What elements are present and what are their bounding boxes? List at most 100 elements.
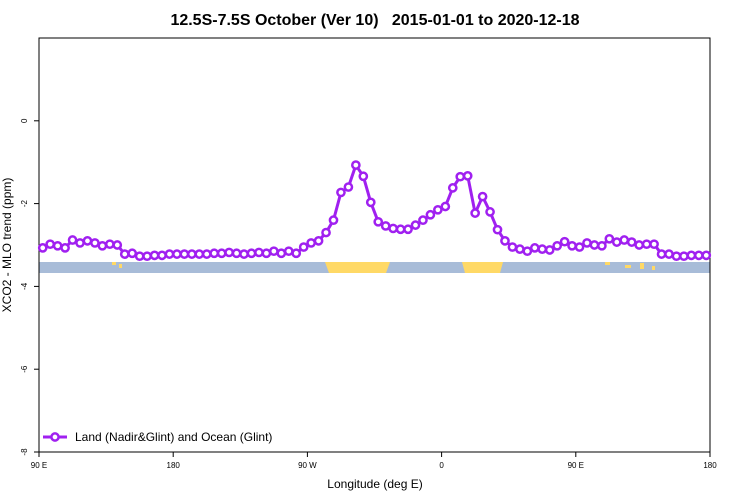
data-point: [239, 249, 249, 259]
legend-label: Land (Nadir&Glint) and Ocean (Glint): [75, 430, 272, 444]
y-tick-label: -6: [20, 365, 29, 373]
land-speck: [605, 262, 610, 265]
x-tick-label: 90 W: [298, 461, 317, 470]
data-point: [231, 248, 242, 259]
data-point: [321, 227, 331, 238]
data-point: [567, 240, 577, 251]
data-point: [701, 250, 712, 261]
y-tick-label: -4: [20, 282, 29, 290]
data-point: [90, 238, 100, 248]
data-point: [358, 171, 369, 182]
data-point: [500, 236, 510, 246]
data-point: [380, 221, 391, 231]
data-point: [365, 197, 376, 208]
data-point: [157, 250, 167, 261]
data-point: [246, 248, 257, 259]
data-point: [134, 251, 145, 262]
data-point: [75, 238, 85, 248]
data-point: [477, 191, 488, 202]
data-point: [619, 235, 630, 245]
data-point: [336, 187, 346, 198]
data-point: [37, 243, 48, 253]
data-point: [679, 251, 689, 262]
data-point: [537, 244, 548, 254]
land-speck: [652, 266, 655, 270]
land-patch: [325, 262, 390, 273]
data-point: [574, 242, 585, 252]
data-point: [433, 204, 443, 215]
data-point: [425, 209, 436, 220]
data-point: [216, 248, 227, 259]
data-point: [82, 236, 93, 246]
land-patch: [462, 262, 503, 273]
data-point: [186, 249, 197, 259]
data-point: [403, 224, 413, 235]
data-point: [544, 245, 555, 255]
data-point: [269, 246, 279, 257]
data-point: [209, 248, 220, 259]
data-point: [313, 236, 324, 246]
y-tick-label: -8: [20, 448, 29, 456]
data-point: [582, 238, 592, 248]
chart-title: 12.5S-7.5S October (Ver 10) 2015-01-01 t…: [170, 12, 579, 29]
data-point: [447, 183, 458, 193]
data-point: [686, 250, 697, 261]
data-point: [52, 240, 63, 251]
y-tick-label: -2: [20, 199, 29, 207]
data-point: [201, 249, 212, 259]
legend-marker: [50, 432, 60, 442]
data-point: [142, 251, 152, 262]
data-point: [60, 243, 70, 253]
data-point: [45, 239, 56, 250]
y-axis-label: XCO2 - MLO trend (ppm): [0, 178, 14, 313]
data-point: [522, 246, 533, 257]
data-point: [164, 249, 175, 259]
data-point: [328, 215, 339, 226]
data-point: [291, 248, 302, 259]
data-point: [693, 250, 704, 261]
data-point: [179, 249, 190, 259]
data-point: [664, 249, 674, 259]
data-point: [559, 236, 570, 247]
land-speck: [640, 263, 644, 269]
land-speck: [119, 264, 122, 268]
data-point: [149, 250, 160, 261]
data-point: [276, 248, 287, 259]
data-point: [634, 240, 645, 250]
land-speck: [112, 262, 116, 265]
data-point: [589, 240, 600, 250]
data-point: [67, 235, 78, 245]
land-ocean-strip: [39, 262, 710, 273]
x-tick-label: 0: [439, 461, 444, 470]
data-point: [254, 247, 264, 258]
data-point: [119, 249, 130, 259]
data-point: [649, 239, 659, 250]
data-point: [440, 201, 451, 212]
data-point: [351, 160, 361, 170]
data-point: [656, 249, 667, 259]
data-point: [224, 247, 234, 258]
data-point: [597, 240, 607, 251]
data-point: [261, 248, 272, 259]
land-speck: [625, 265, 631, 268]
data-point: [306, 238, 316, 248]
data-point: [127, 248, 138, 259]
data-point: [373, 216, 384, 227]
data-point: [395, 224, 406, 235]
data-point: [604, 233, 615, 244]
x-axis-label: Longitude (deg E): [327, 477, 422, 491]
data-point: [194, 249, 205, 259]
data-point: [626, 237, 637, 247]
data-point: [641, 239, 652, 250]
data-point: [552, 240, 563, 251]
data-point: [455, 171, 466, 182]
data-point: [410, 220, 421, 230]
data-point: [418, 215, 428, 226]
data-point: [529, 243, 540, 253]
x-tick-label: 180: [703, 461, 717, 470]
data-point: [298, 242, 309, 252]
data-point: [283, 246, 294, 257]
x-tick-label: 90 E: [31, 461, 47, 470]
